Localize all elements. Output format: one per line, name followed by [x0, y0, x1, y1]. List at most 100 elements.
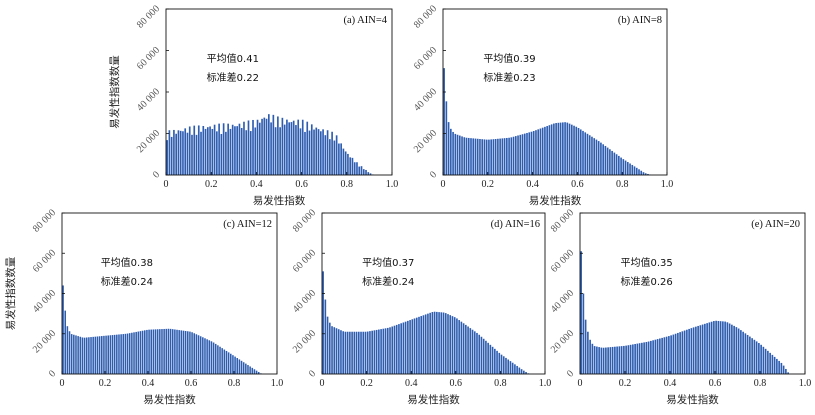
histogram-bar — [638, 169, 640, 175]
histogram-bar — [240, 360, 243, 374]
histogram-bar — [584, 132, 587, 175]
histogram-bar — [156, 329, 159, 374]
histogram-bar — [279, 127, 281, 175]
histogram-bar — [217, 345, 219, 374]
histogram-bar — [731, 324, 733, 374]
histogram-bar — [380, 329, 382, 374]
x-axis-title: 易发性指数 — [143, 393, 196, 406]
y-tick-label: 20 000 — [291, 328, 318, 355]
histogram-bar — [68, 331, 71, 374]
histogram-bar — [478, 334, 481, 374]
histogram-bar — [509, 361, 512, 374]
x-tick-label: 1.0 — [799, 378, 812, 389]
histogram-bar — [577, 128, 580, 175]
histogram-bar — [501, 138, 504, 175]
histogram-bar — [548, 125, 551, 175]
histogram-bar — [717, 320, 720, 374]
histogram-bar — [120, 334, 122, 374]
histogram-bar — [606, 147, 609, 175]
panel-c: 0 0.2 0.4 0.6 0.8 1.0 0 20 000 40 000 60 000 80 00… — [4, 207, 283, 406]
histogram-bar — [615, 154, 618, 175]
histogram-bar — [460, 321, 463, 374]
histogram-bar — [335, 135, 338, 175]
histogram-bar — [611, 346, 614, 374]
histogram-bar — [238, 123, 241, 175]
histogram-bar — [517, 135, 519, 175]
histogram-bar — [566, 122, 569, 175]
histogram-bar — [482, 338, 485, 374]
histogram-bar — [755, 341, 758, 374]
panel-d: 0 0.2 0.4 0.6 0.8 1.0 0 20 000 40 000 60 000 80 00… — [291, 207, 551, 406]
histogram-bar — [629, 344, 632, 374]
panel-a: 0 0.2 0.4 0.6 0.8 1.0 0 20 000 40 000 60 000 80 00… — [108, 3, 398, 207]
histogram-bar — [631, 164, 634, 175]
histogram-bar — [310, 124, 313, 175]
x-tick-label: 0.6 — [571, 179, 584, 190]
histogram-bar — [286, 119, 288, 175]
histogram-bar — [719, 321, 722, 374]
histogram-bar — [525, 371, 527, 374]
histogram-bar — [159, 329, 161, 374]
histogram-bar — [391, 326, 394, 374]
histogram-bar — [440, 312, 443, 374]
histogram-bar — [163, 328, 165, 374]
histogram-bar — [214, 343, 217, 374]
histogram-bar — [212, 342, 215, 374]
histogram-bar — [154, 329, 157, 374]
histogram-bar — [338, 143, 340, 175]
y-tick-label: 60 000 — [135, 45, 162, 72]
histogram-bar — [485, 340, 487, 374]
histogram-bar — [636, 343, 639, 374]
histogram-bar — [202, 337, 204, 374]
std-annotation: 标准差0.24 — [362, 275, 414, 288]
x-tick-label: 0.6 — [185, 378, 198, 389]
histogram-bar — [168, 130, 171, 175]
histogram-bar — [488, 139, 490, 175]
std-annotation: 标准差0.22 — [207, 71, 259, 84]
histogram-bar — [297, 119, 300, 175]
histogram-bar — [351, 157, 354, 175]
histogram-bar — [458, 135, 461, 175]
plot-frame — [321, 212, 546, 375]
histogram-bar — [342, 331, 344, 374]
histogram-bar — [476, 138, 479, 175]
mean-annotation: 平均值0.35 — [621, 256, 673, 269]
histogram-bar — [193, 333, 195, 374]
histogram-bar — [209, 126, 211, 175]
histogram-bar — [395, 324, 398, 374]
histogram-bar — [672, 334, 675, 374]
y-tick-label: 40 000 — [135, 86, 162, 113]
histogram-bar — [771, 354, 774, 374]
histogram-bar — [641, 342, 643, 374]
histogram-bar — [584, 319, 587, 374]
histogram-bar — [715, 320, 717, 374]
histogram-bar — [476, 332, 478, 374]
histogram-bar — [216, 131, 218, 175]
x-tick-label: 1.0 — [661, 179, 674, 190]
histogram-bar — [503, 138, 506, 175]
histogram-bar — [367, 172, 370, 175]
histogram-bar — [625, 345, 627, 374]
histogram-bar — [507, 359, 510, 374]
histogram-bar — [277, 116, 279, 175]
histogram-bar — [470, 138, 472, 175]
histogram-bar — [202, 125, 205, 175]
histogram-bar — [456, 134, 459, 175]
histogram-bar — [407, 320, 409, 374]
histogram-bar — [204, 128, 207, 175]
x-tick-label: 0 — [60, 378, 65, 389]
histogram-bar — [274, 127, 277, 175]
histogram-bar — [349, 331, 351, 374]
y-tick-label: 0 — [47, 368, 58, 379]
histogram-bar — [404, 321, 407, 374]
histogram-bar — [674, 333, 677, 374]
histogram-bar — [79, 336, 82, 374]
histogram-bar — [465, 137, 468, 175]
x-tick-label: 0.2 — [205, 179, 218, 190]
histogram-bar — [506, 137, 508, 175]
histogram-bar — [292, 120, 295, 175]
histogram-bar — [197, 335, 200, 374]
histogram-bar — [620, 157, 622, 175]
histogram-bar — [744, 333, 747, 374]
histogram-bar — [122, 334, 125, 374]
